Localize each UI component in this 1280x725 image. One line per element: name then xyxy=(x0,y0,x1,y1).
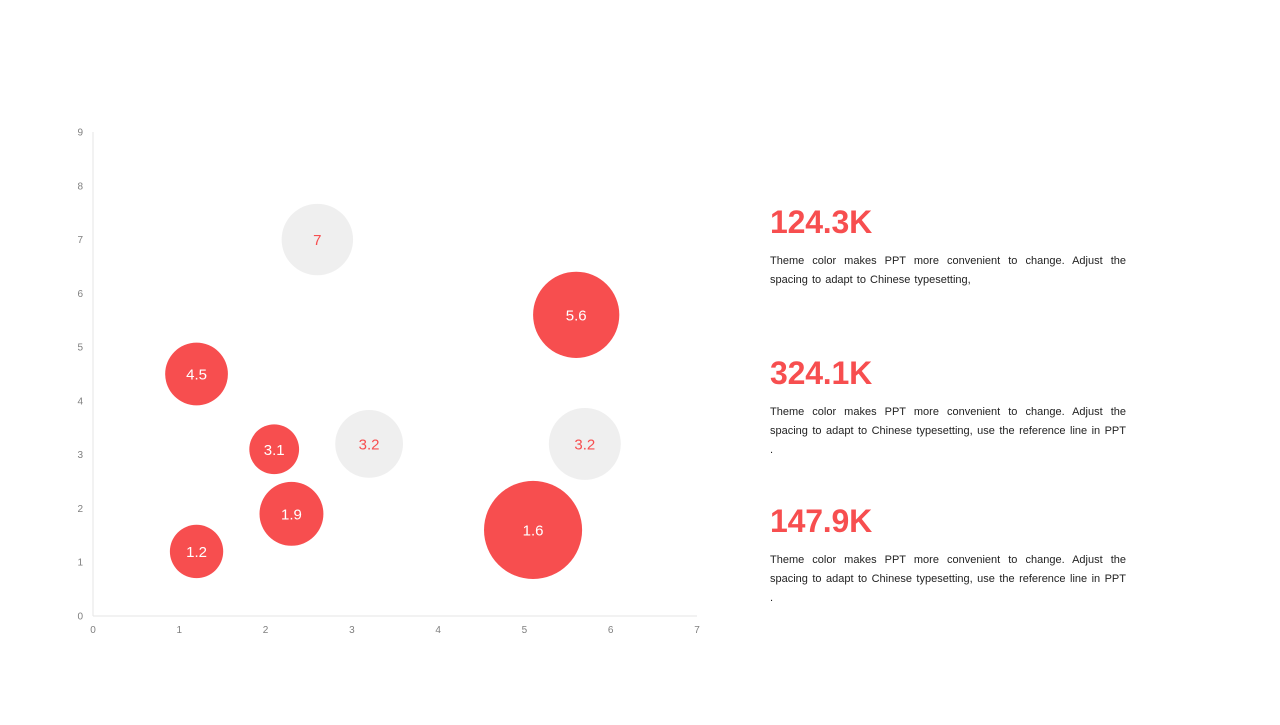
stat-value-1: 124.3K xyxy=(770,204,872,240)
bubble-label: 1.9 xyxy=(281,506,302,523)
stat-block-2: 324.1K Theme color makes PPT more conven… xyxy=(770,355,1126,460)
x-tick-label: 0 xyxy=(90,625,96,636)
bubble xyxy=(165,342,228,406)
x-tick-label: 2 xyxy=(263,625,269,636)
stats-panel: 124.3K Theme color makes PPT more conven… xyxy=(770,0,1126,720)
y-tick-label: 1 xyxy=(77,558,83,569)
stat-description-2: Theme color makes PPT more convenient to… xyxy=(770,406,1126,456)
bubble-label: 3.1 xyxy=(264,442,285,459)
bubble xyxy=(169,524,224,579)
bubble xyxy=(484,480,583,580)
bubble-label: 7 xyxy=(313,232,321,249)
bubble-chart-svg: 0 1 2 3 4 5 6 7 0 1 2 3 4 5 6 7 8 9 7 5.6 4.5 3.1 3.2 3.2 1.9 1.2… xyxy=(77,128,700,637)
bubble xyxy=(533,271,620,358)
stat-block-3: 147.9K Theme color makes PPT more conven… xyxy=(770,503,1126,608)
stat-value-3: 147.9K xyxy=(770,503,872,539)
y-tick-label: 9 xyxy=(77,128,83,139)
stat-value-2: 324.1K xyxy=(770,355,872,391)
bubble xyxy=(335,410,403,478)
bubble-label: 4.5 xyxy=(186,367,207,384)
y-tick-label: 3 xyxy=(77,450,83,461)
y-tick-label: 7 xyxy=(77,235,83,246)
y-tick-label: 0 xyxy=(77,612,83,623)
bubble xyxy=(548,407,621,480)
x-tick-label: 1 xyxy=(177,625,183,636)
stat-block-1: 124.3K Theme color makes PPT more conven… xyxy=(770,204,1126,290)
bubble-label: 1.6 xyxy=(523,522,544,539)
y-tick-label: 5 xyxy=(77,343,83,354)
bubble-label: 1.2 xyxy=(186,544,207,561)
stat-description-1: Theme color makes PPT more convenient to… xyxy=(770,255,1126,286)
x-tick-label: 6 xyxy=(608,625,614,636)
bubble xyxy=(249,424,300,475)
bubble-chart: 0 1 2 3 4 5 6 7 0 1 2 3 4 5 6 7 8 9 7 5.6 4.5 3.1 3.2 3.2 1.9 1.2… xyxy=(77,128,700,637)
bubble xyxy=(281,203,354,276)
stat-description-3: Theme color makes PPT more convenient to… xyxy=(770,554,1126,604)
bubble-label: 5.6 xyxy=(566,307,587,324)
y-tick-label: 6 xyxy=(77,289,83,300)
x-tick-label: 4 xyxy=(435,625,441,636)
x-tick-label: 5 xyxy=(522,625,528,636)
y-tick-label: 2 xyxy=(77,504,83,515)
bubble-label: 3.2 xyxy=(359,436,380,453)
x-tick-label: 3 xyxy=(349,625,355,636)
bubble-label: 3.2 xyxy=(574,436,595,453)
bubble xyxy=(259,481,324,546)
x-tick-label: 7 xyxy=(694,625,700,636)
y-tick-label: 8 xyxy=(77,181,83,192)
y-tick-label: 4 xyxy=(77,396,83,407)
